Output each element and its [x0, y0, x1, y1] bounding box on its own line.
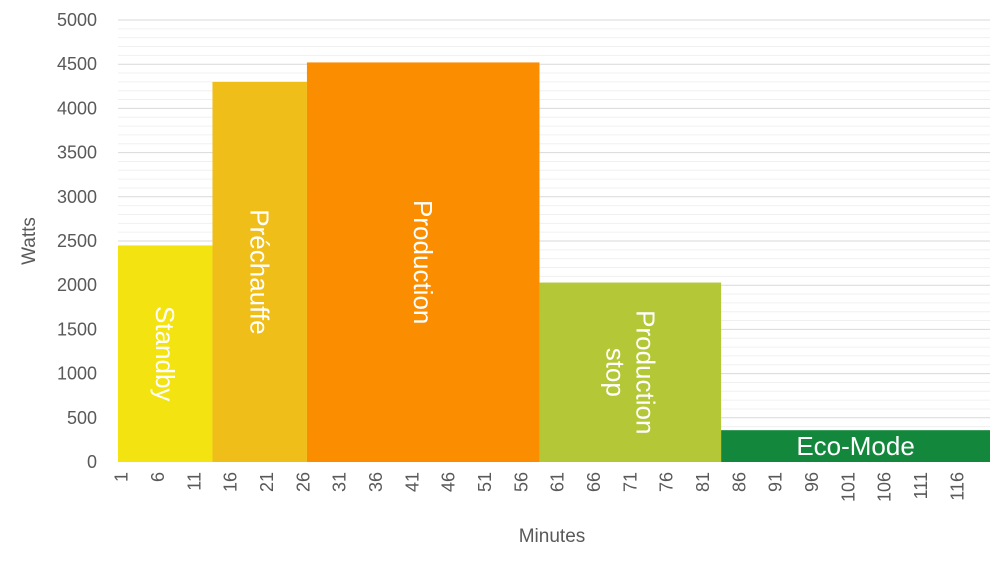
x-tick-label: 16 — [221, 472, 241, 492]
y-tick-label: 0 — [87, 452, 97, 472]
x-tick-label: 31 — [330, 472, 350, 492]
bar-segment-4 — [539, 282, 722, 462]
bar-segment-1 — [118, 245, 213, 462]
x-tick-label: 26 — [293, 472, 313, 492]
bar-segment-3 — [306, 62, 540, 462]
segment-label-line: Production — [630, 310, 660, 434]
x-tick-label: 51 — [475, 472, 495, 492]
y-tick-label: 2500 — [57, 231, 97, 251]
segment-label-line: Préchauffe — [245, 209, 275, 334]
x-tick-label: 96 — [802, 472, 822, 492]
bar-segment-5 — [721, 430, 990, 462]
bar-segment-2 — [212, 81, 307, 462]
y-tick-label: 4500 — [57, 54, 97, 74]
x-tick-label: 106 — [875, 472, 895, 502]
x-tick-label: 36 — [366, 472, 386, 492]
x-tick-label: 11 — [184, 472, 204, 491]
y-tick-label: 3000 — [57, 187, 97, 207]
x-axis-title: Minutes — [519, 526, 586, 547]
y-axis-title: Watts — [19, 217, 40, 265]
y-tick-label: 4000 — [57, 98, 97, 118]
x-tick-label: 101 — [838, 472, 858, 502]
segment-label-line: Production — [408, 200, 438, 324]
x-tick-label: 1 — [112, 472, 132, 482]
segment-label-1: Standby — [150, 306, 180, 401]
x-tick-label: 116 — [947, 472, 967, 501]
y-tick-label: 500 — [67, 408, 97, 428]
y-tick-label: 1500 — [57, 319, 97, 339]
x-tick-label: 81 — [693, 472, 713, 492]
segment-label-3: Production — [408, 200, 438, 324]
bars-group — [118, 62, 990, 462]
x-tick-label: 86 — [729, 472, 749, 492]
segment-label-2: Préchauffe — [245, 209, 275, 334]
x-tick-label: 46 — [439, 472, 459, 492]
x-tick-label: 56 — [511, 472, 531, 492]
x-tick-label: 21 — [257, 472, 277, 492]
x-tick-label: 41 — [402, 472, 422, 492]
y-tick-label: 5000 — [57, 10, 97, 30]
x-tick-label: 61 — [548, 472, 568, 492]
x-tick-label: 66 — [584, 472, 604, 492]
x-axis-ticks: 1 6 11 16 21 26 31 36 41 46 51 56 61 66 71 76 81 86 91 96 10… — [112, 472, 968, 502]
y-tick-label: 2000 — [57, 275, 97, 295]
segment-label-line: Eco-Mode — [796, 431, 915, 461]
x-tick-label: 71 — [620, 472, 640, 492]
segment-label-line: stop — [600, 348, 630, 397]
y-tick-label: 1000 — [57, 364, 97, 384]
segment-label-4: Productionstop — [600, 310, 660, 434]
segment-label-line: Standby — [150, 306, 180, 401]
x-tick-label: 111 — [911, 472, 931, 499]
y-tick-label: 3500 — [57, 143, 97, 163]
x-tick-label: 76 — [657, 472, 677, 492]
y-axis-ticks: 0 500 1000 1500 2000 2500 3000 3500 4000 4500 5000 — [57, 10, 97, 472]
x-tick-label: 91 — [766, 472, 786, 492]
segment-label-5: Eco-Mode — [796, 431, 915, 461]
x-tick-label: 6 — [148, 472, 168, 482]
